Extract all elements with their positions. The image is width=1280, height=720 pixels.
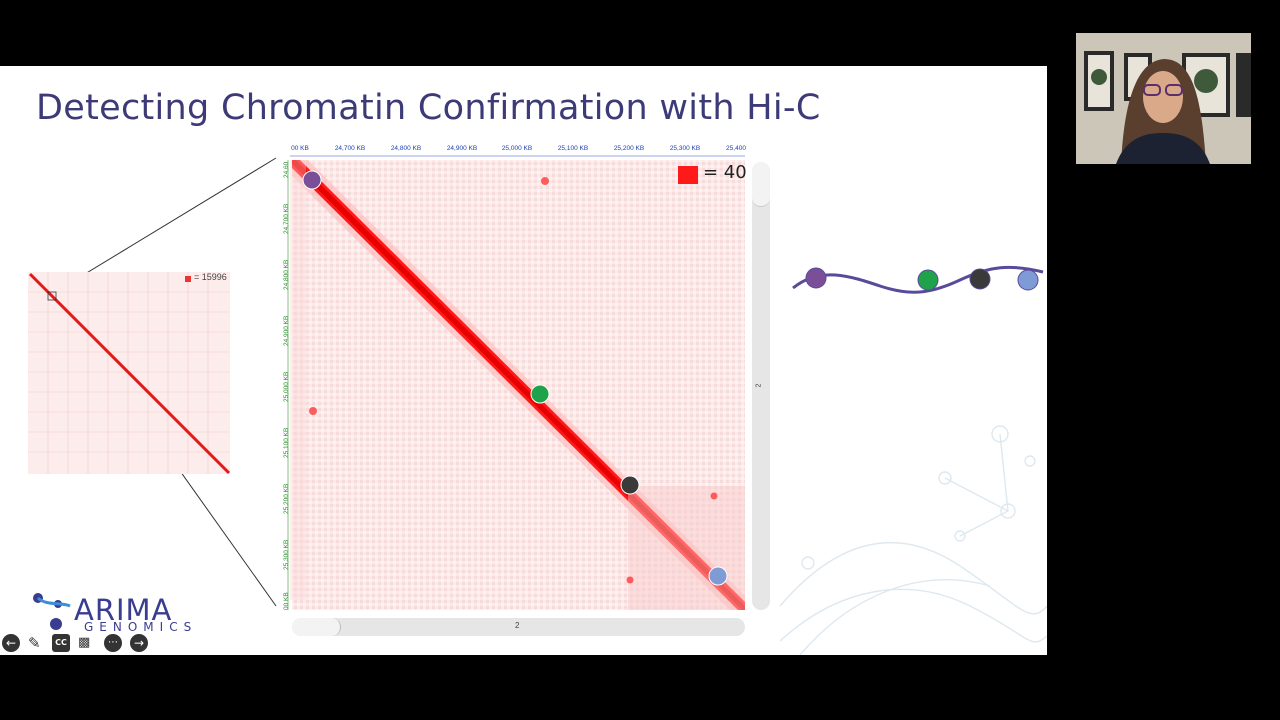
x-tick: 24,700 KB xyxy=(334,145,366,152)
marker-blue xyxy=(708,566,728,586)
x-tick: 25,300 KB xyxy=(669,145,701,152)
horizontal-scroll-thumb[interactable] xyxy=(292,618,341,636)
hi-c-figure xyxy=(28,155,1047,655)
forward-arrow-icon[interactable]: → xyxy=(130,634,148,652)
y-tick: 25,300 KB xyxy=(283,539,290,570)
x-tick: 25,000 KB xyxy=(501,145,533,152)
y-tick: 24,700 KB xyxy=(283,203,290,234)
more-icon[interactable]: ⋯ xyxy=(104,634,122,652)
logo-subtitle: GENOMICS xyxy=(84,620,198,634)
dna-decoration xyxy=(779,425,1047,655)
bead-green xyxy=(917,269,939,291)
marker-green xyxy=(530,384,550,404)
x-tick: 25,100 KB xyxy=(557,145,589,152)
y-tick: 24,800 KB xyxy=(283,259,290,290)
zoom-line-top xyxy=(51,157,277,295)
slide-title: Detecting Chromatin Confirmation with Hi… xyxy=(36,88,821,128)
x-tick: 25,400 xyxy=(726,145,746,152)
x-tick: 25,200 KB xyxy=(613,145,645,152)
mini-legend-value: = 15996 xyxy=(194,272,227,282)
bead-dark-gray xyxy=(969,268,991,290)
closed-captions-icon[interactable]: CC xyxy=(52,634,70,652)
hi-c-contact-heatmap xyxy=(287,155,745,610)
heatmap-legend-value: = 40 xyxy=(703,162,747,183)
x-tick: 24,900 KB xyxy=(446,145,478,152)
heatmap-legend-swatch xyxy=(678,166,698,184)
x-tick: 00 KB xyxy=(291,145,309,152)
back-arrow-icon[interactable]: ← xyxy=(2,634,20,652)
webcam-image xyxy=(1076,33,1251,164)
y-tick: 25,000 KB xyxy=(283,371,290,402)
marker-dark-gray xyxy=(620,475,640,495)
horizontal-scroll-label: 2 xyxy=(515,621,520,630)
arima-logo-mark xyxy=(33,593,71,630)
y-tick: 00 KB xyxy=(283,592,290,610)
logo-wordmark: ARIMA xyxy=(74,593,173,627)
marker-purple xyxy=(302,170,322,190)
heatmap-vertical-scrollbar[interactable] xyxy=(752,162,770,610)
mini-contact-map xyxy=(28,272,231,475)
y-tick: 25,200 KB xyxy=(283,483,290,514)
mini-legend-swatch xyxy=(185,276,191,282)
bead-purple xyxy=(805,267,827,289)
chromatin-strand-diagram xyxy=(792,265,1044,294)
video-off-icon[interactable]: ▩ xyxy=(78,635,91,650)
x-tick: 24,800 KB xyxy=(390,145,422,152)
pen-icon[interactable]: ✎ xyxy=(28,634,41,652)
presenter-webcam xyxy=(1076,33,1251,164)
y-tick: 24,60 xyxy=(283,161,290,178)
vertical-scroll-thumb[interactable] xyxy=(752,162,770,207)
vertical-scroll-label: 2 xyxy=(755,383,763,388)
bead-blue xyxy=(1017,269,1039,291)
y-tick: 24,900 KB xyxy=(283,315,290,346)
heatmap-horizontal-scrollbar[interactable] xyxy=(292,618,745,636)
y-tick: 25,100 KB xyxy=(283,427,290,458)
slide: Detecting Chromatin Confirmation with Hi… xyxy=(0,66,1047,655)
